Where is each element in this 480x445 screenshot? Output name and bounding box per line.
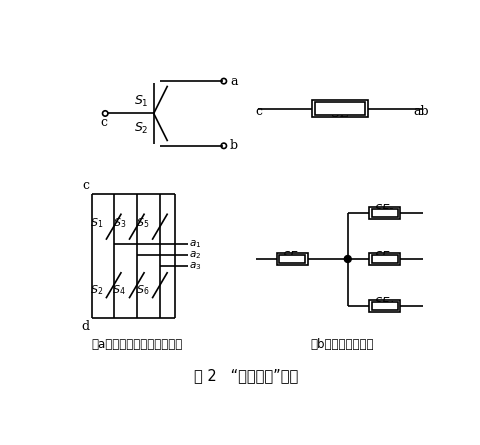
- Text: （a）开关换流模块电路拓扑: （a）开关换流模块电路拓扑: [91, 338, 182, 351]
- Text: $S_1$: $S_1$: [133, 94, 148, 109]
- Text: a: a: [229, 75, 237, 88]
- Bar: [276, 253, 307, 265]
- Bar: [371, 209, 397, 217]
- Text: $a_1$: $a_1$: [189, 239, 201, 250]
- Text: d: d: [81, 320, 89, 333]
- Text: $SE_3$: $SE_3$: [373, 250, 395, 265]
- Text: SE: SE: [331, 107, 348, 120]
- Text: b: b: [229, 139, 238, 152]
- Text: $SE_1$: $SE_1$: [281, 250, 302, 265]
- Text: c: c: [100, 116, 107, 129]
- Text: $a_2$: $a_2$: [189, 249, 201, 261]
- Text: c: c: [82, 179, 89, 192]
- Bar: [279, 255, 305, 263]
- Bar: [371, 302, 397, 310]
- Bar: [371, 255, 397, 263]
- Text: $S_3$: $S_3$: [112, 217, 126, 231]
- Text: 图 2   “能流开关”模型: 图 2 “能流开关”模型: [193, 368, 298, 383]
- Bar: [312, 101, 367, 117]
- Bar: [369, 300, 399, 312]
- Text: $S_4$: $S_4$: [112, 283, 126, 297]
- Bar: [369, 253, 399, 265]
- Text: $S_2$: $S_2$: [89, 283, 103, 297]
- Text: $S_6$: $S_6$: [135, 283, 149, 297]
- Text: （b）能流开关拓扑: （b）能流开关拓扑: [310, 338, 373, 351]
- Text: c: c: [255, 105, 262, 118]
- Text: ab: ab: [412, 105, 428, 118]
- Text: $SE_2$: $SE_2$: [373, 203, 395, 218]
- Bar: [369, 207, 399, 218]
- Text: $a_3$: $a_3$: [189, 260, 201, 272]
- Text: $S_2$: $S_2$: [133, 121, 148, 136]
- Text: $S_5$: $S_5$: [135, 217, 149, 231]
- Text: $SE_4$: $SE_4$: [373, 296, 395, 311]
- Text: $S_1$: $S_1$: [89, 217, 103, 231]
- Bar: [314, 102, 365, 115]
- Circle shape: [344, 255, 350, 263]
